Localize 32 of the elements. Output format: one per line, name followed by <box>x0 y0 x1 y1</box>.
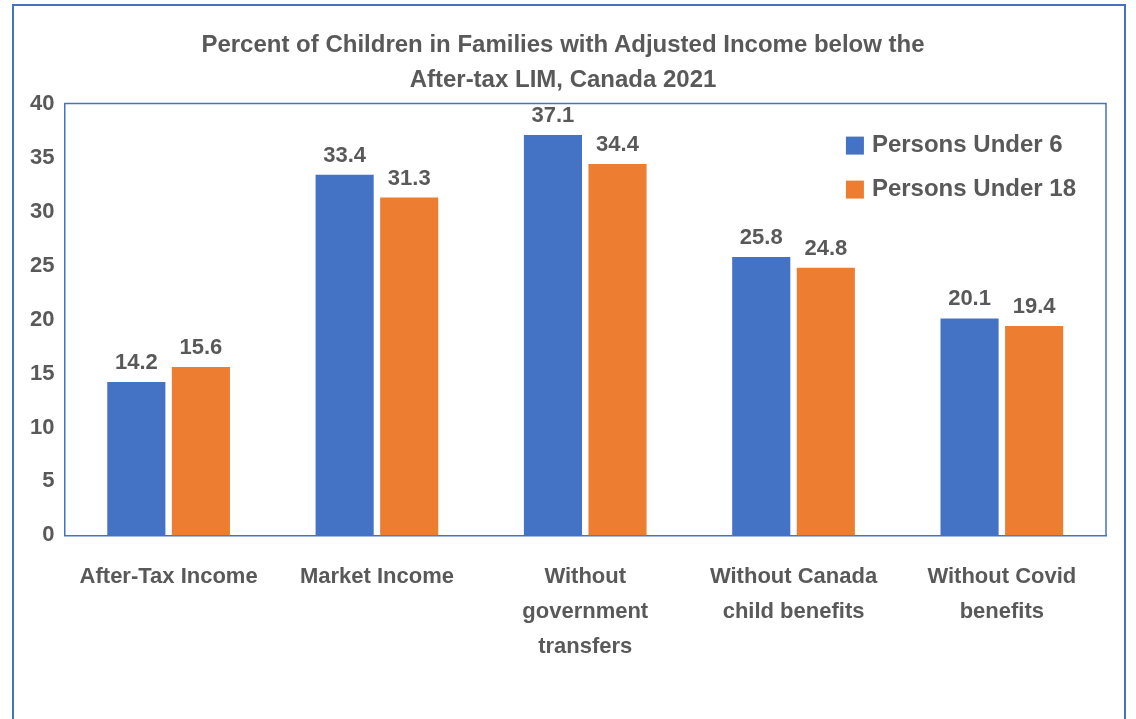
data-label: 37.1 <box>531 101 575 127</box>
chart-title: Percent of Children in Families with Adjusted Income below the After-tax LIM, Canada 2021 <box>201 30 925 92</box>
y-tick-label: 20 <box>29 305 55 331</box>
data-label: 34.4 <box>596 131 640 157</box>
y-tick-label: 10 <box>29 413 55 439</box>
x-tick-label: Without Canada child benefits <box>709 563 878 624</box>
bar <box>796 267 855 536</box>
x-tick-label: Without Covid benefits <box>927 563 1077 624</box>
data-label: 19.4 <box>1012 293 1057 319</box>
bar <box>380 197 439 536</box>
bar <box>1005 325 1064 536</box>
y-tick-label: 15 <box>29 359 55 385</box>
legend-label: Persons Under 6 <box>871 130 1063 158</box>
y-tick-label: 35 <box>29 143 55 169</box>
y-tick-label: 5 <box>42 467 55 493</box>
data-label: 15.6 <box>179 334 223 360</box>
bar <box>588 164 647 536</box>
y-tick-label: 25 <box>29 251 55 277</box>
x-tick-label: After-Tax Income <box>79 563 258 589</box>
data-label: 20.1 <box>948 285 991 311</box>
data-label: 31.3 <box>387 164 431 190</box>
data-label: 33.4 <box>323 141 367 167</box>
bar <box>171 367 230 536</box>
x-tick-label: Without government transfers <box>522 563 649 659</box>
legend-label: Persons Under 18 <box>871 174 1077 202</box>
y-tick-label: 40 <box>29 89 55 115</box>
y-tick-label: 0 <box>42 521 55 547</box>
data-label: 24.8 <box>804 234 848 260</box>
data-label: 25.8 <box>739 223 783 249</box>
y-tick-label: 30 <box>29 197 55 223</box>
x-tick-label: Market Income <box>299 563 454 589</box>
data-label: 14.2 <box>114 349 158 375</box>
